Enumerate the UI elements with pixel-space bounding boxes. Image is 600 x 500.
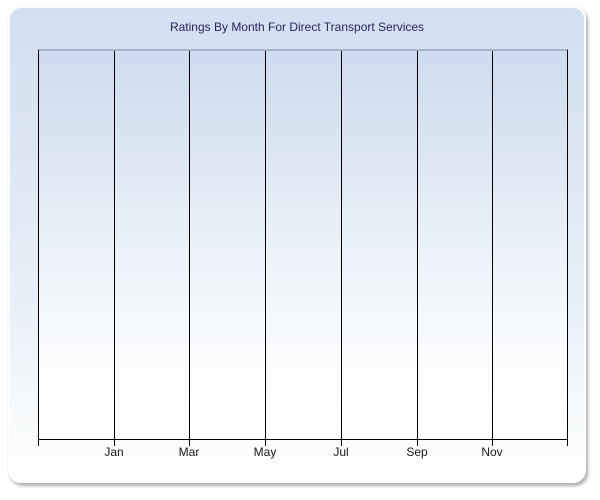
x-axis-label: May (253, 445, 277, 459)
x-axis-tick (341, 440, 342, 446)
x-axis-tick (492, 440, 493, 446)
x-axis-tick (567, 440, 568, 446)
x-axis-label: Nov (481, 445, 503, 459)
vertical-gridline (417, 51, 418, 439)
vertical-gridline (492, 51, 493, 439)
x-axis-tick (417, 440, 418, 446)
vertical-gridline (114, 51, 115, 439)
x-axis-labels: Jan Mar May Jul Sep Nov (38, 445, 568, 459)
x-axis-ticks (38, 440, 568, 446)
x-axis-label: Jul (333, 445, 349, 459)
x-axis-label: Jan (104, 445, 124, 459)
chart-title: Ratings By Month For Direct Transport Se… (169, 20, 425, 34)
x-axis-label: Sep (406, 445, 428, 459)
x-axis-tick (114, 440, 115, 446)
x-axis-tick (38, 440, 39, 446)
x-axis-tick (189, 440, 190, 446)
vertical-gridline (189, 51, 190, 439)
x-axis-tick (265, 440, 266, 446)
plot-area (38, 49, 568, 440)
vertical-gridline (265, 51, 266, 439)
vertical-gridline (341, 51, 342, 439)
x-axis-label: Mar (178, 445, 200, 459)
